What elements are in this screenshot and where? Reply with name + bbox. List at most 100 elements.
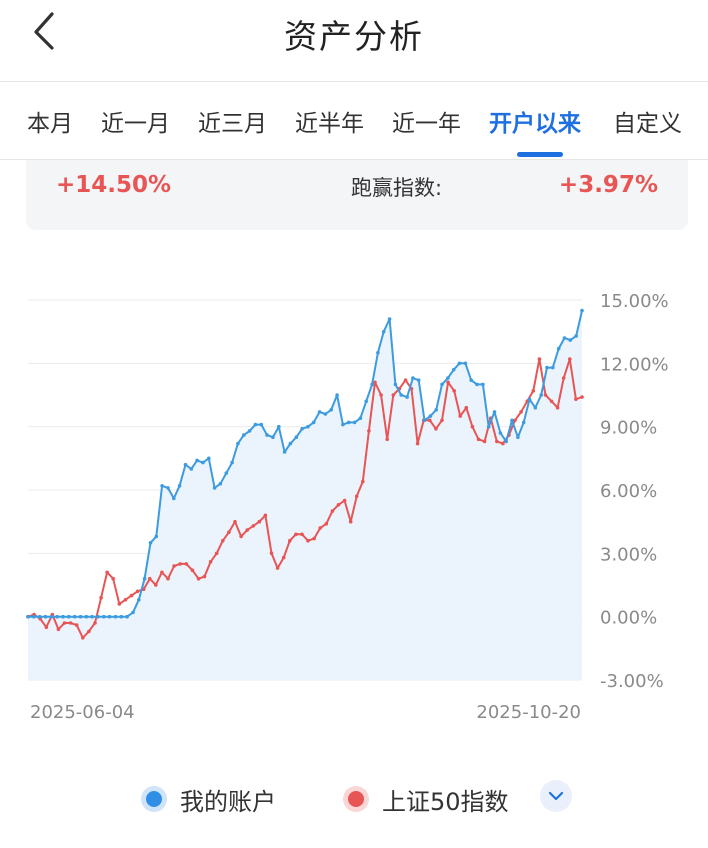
account-series-line-point	[230, 460, 234, 465]
account-series-line-point	[358, 416, 363, 420]
index-series-line-point	[306, 538, 310, 543]
index-series-line-point	[44, 625, 49, 629]
index-series-line-point	[415, 441, 420, 446]
index-series-line-point	[312, 536, 316, 541]
account-series-line-point	[107, 614, 112, 619]
index-series-line-point	[446, 380, 450, 385]
index-series-line-point	[482, 439, 487, 444]
index-series-line-point	[281, 555, 286, 560]
account-series-line-point	[166, 486, 170, 490]
return-chart[interactable]: 15.00% 12.00% 9.00% 6.00% 3.00% 0.00% -3.00% 20…	[0, 280, 708, 730]
index-series-line-point	[87, 629, 91, 634]
index-series-line-point	[190, 568, 195, 572]
tab-last-half-year[interactable]: 近半年	[295, 111, 364, 137]
account-series-line-point	[195, 458, 199, 463]
index-series-line-point	[440, 418, 444, 423]
account-series-line-point	[306, 424, 310, 429]
return-summary: +14.50% 跑赢指数: +3.97%	[26, 160, 688, 230]
account-series-line-point	[574, 334, 578, 338]
account-series-line-point	[457, 361, 462, 366]
account-series-line-point	[516, 435, 520, 439]
account-series-line-point	[160, 484, 164, 488]
header-divider	[0, 81, 708, 82]
account-series-line-point	[61, 614, 65, 619]
account-series-line-point	[481, 382, 485, 387]
account-series-line-point	[551, 365, 555, 370]
account-series-line-point	[539, 393, 543, 397]
account-series-line-point	[90, 614, 94, 619]
back-arrow-icon[interactable]	[22, 6, 66, 50]
index-series-line-point	[184, 562, 189, 566]
index-series-line-point	[555, 405, 560, 410]
tab-last-year[interactable]: 近一年	[392, 111, 461, 137]
account-series-line-point	[154, 534, 159, 539]
index-series-line-point	[275, 566, 280, 570]
account-series-line-point	[346, 420, 351, 425]
y-tick-label: -3.00%	[600, 671, 664, 692]
account-series-line-point	[422, 418, 427, 423]
legend-expand-button[interactable]	[540, 780, 572, 812]
account-series-line-point	[492, 410, 497, 414]
tab-last-month[interactable]: 近一月	[101, 111, 170, 137]
index-series-line-point	[214, 551, 219, 556]
index-series-line-point	[269, 551, 274, 556]
index-series-line-point	[233, 519, 237, 524]
index-series-line-point	[361, 479, 365, 484]
index-series-line-point	[354, 494, 359, 499]
index-series-line-point	[74, 623, 79, 627]
index-series-line-point	[543, 393, 548, 397]
index-series-line-point	[117, 602, 122, 606]
account-series-line-point	[224, 471, 229, 475]
index-series-line-point	[428, 418, 432, 423]
account-series-line-point	[288, 441, 293, 446]
account-series-line-point	[253, 422, 258, 427]
account-series-line-point	[416, 378, 421, 382]
period-tabs: 本月 近一月 近三月 近半年 近一年 开户以来 自定义	[0, 82, 708, 158]
account-series-line-point	[440, 382, 444, 387]
tab-this-month[interactable]: 本月	[27, 111, 73, 137]
index-series-line-point	[221, 538, 225, 543]
tab-since-opening[interactable]: 开户以来	[489, 111, 581, 137]
index-series-line-point	[513, 418, 517, 423]
index-series-line-point	[99, 595, 103, 600]
index-series-line-point	[93, 621, 97, 625]
account-series-line-point	[201, 460, 205, 465]
index-series-line-point	[537, 357, 542, 361]
index-series-line-point	[470, 424, 475, 429]
account-legend-label[interactable]: 我的账户	[180, 788, 276, 816]
index-series-line-point	[166, 576, 170, 581]
index-series-line-point	[129, 593, 134, 598]
index-series-line-point	[391, 393, 396, 397]
account-series-line-point	[259, 422, 264, 427]
y-tick-label: 12.00%	[600, 354, 669, 375]
account-series-line-point	[113, 614, 118, 619]
index-series-line-point	[239, 534, 243, 539]
account-series-line-point	[387, 317, 392, 321]
y-tick-label: 3.00%	[600, 544, 657, 565]
tab-custom[interactable]: 自定义	[613, 111, 682, 137]
account-series-line-point	[207, 456, 211, 461]
account-series-line-point	[364, 399, 369, 404]
account-series-line-point	[393, 382, 398, 387]
account-series-line-point	[533, 405, 538, 410]
index-series-line-point	[263, 513, 268, 518]
x-tick-label-end: 2025-10-20	[476, 702, 581, 723]
index-series-line-point	[245, 528, 249, 532]
index-legend-label[interactable]: 上证50指数	[382, 788, 509, 816]
account-series-line-point	[510, 418, 514, 423]
index-series-line-point	[452, 389, 457, 393]
account-series-line-point	[271, 435, 275, 439]
tabs-divider	[0, 159, 708, 160]
chevron-down-icon	[548, 791, 564, 801]
account-series-line-point	[568, 338, 573, 342]
index-series-line-point	[342, 498, 347, 503]
index-series-line-point	[123, 598, 128, 602]
index-series-line-point	[476, 437, 481, 442]
index-series-line-point	[458, 414, 463, 418]
tab-last-three-months[interactable]: 近三月	[198, 111, 267, 137]
account-series-line-point	[329, 408, 334, 412]
account-series-line-point	[37, 614, 42, 619]
account-series-line-point	[311, 420, 316, 425]
index-series-line-point	[300, 532, 304, 537]
index-series-line-point	[202, 574, 207, 579]
